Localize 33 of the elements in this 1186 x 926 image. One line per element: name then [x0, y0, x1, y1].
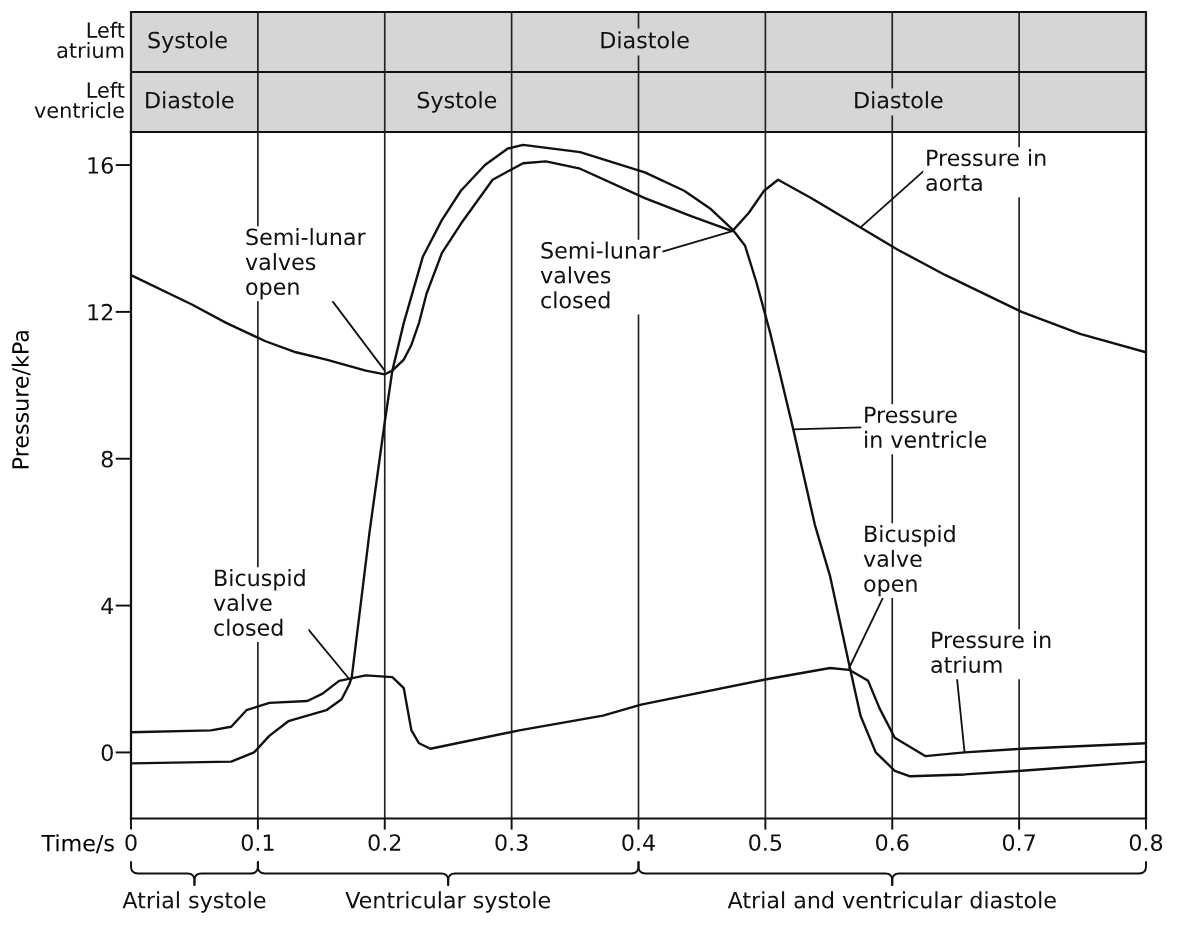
text: Diastole — [855, 91, 943, 109]
y-axis-title: Pressure/kPa — [11, 331, 31, 469]
text: Pressure in aorta — [926, 148, 1046, 192]
text: Atrial and ventricular diastole — [727, 891, 1056, 909]
annotation: Semi-lunar valves closed — [540, 241, 661, 309]
text: Systole — [417, 91, 497, 113]
x-tick-label: 0.6 — [876, 834, 909, 851]
annotation: Bicuspid valve closed — [213, 569, 305, 636]
legend-label: Pressure in ventricle — [865, 406, 987, 449]
annotation: Semi-lunar valves open — [245, 228, 366, 300]
y-tick-label: 0 — [101, 744, 113, 762]
x-tick-label: 0 — [125, 834, 137, 851]
text: Atrial systole — [122, 891, 266, 913]
x-tick-label: 0.7 — [1002, 834, 1035, 851]
x-tick-label: 0.1 — [241, 834, 274, 851]
x-tick-label: 0.3 — [495, 834, 528, 851]
x-tick-label: 0.4 — [622, 834, 655, 851]
text: Diastole — [601, 31, 689, 49]
text: Pressure in atrium — [931, 631, 1051, 674]
text: Ventricular systole — [345, 891, 551, 913]
y-tick-label: 12 — [88, 303, 113, 321]
text: Diastole — [146, 91, 234, 109]
x-tick-label: 0.2 — [368, 834, 401, 851]
y-tick-label: 8 — [101, 450, 113, 468]
text: Left ventricle — [34, 81, 125, 119]
x-axis-title: Time/s — [41, 834, 114, 854]
x-tick-label: 0.5 — [749, 834, 782, 851]
y-tick-label: 16 — [88, 156, 113, 174]
y-tick-label: 4 — [101, 597, 114, 615]
annotation: Bicuspid valve open — [863, 525, 955, 597]
text: Systole — [148, 31, 227, 53]
text: Left atrium — [57, 21, 125, 59]
x-tick-label: 0.8 — [1129, 834, 1163, 851]
